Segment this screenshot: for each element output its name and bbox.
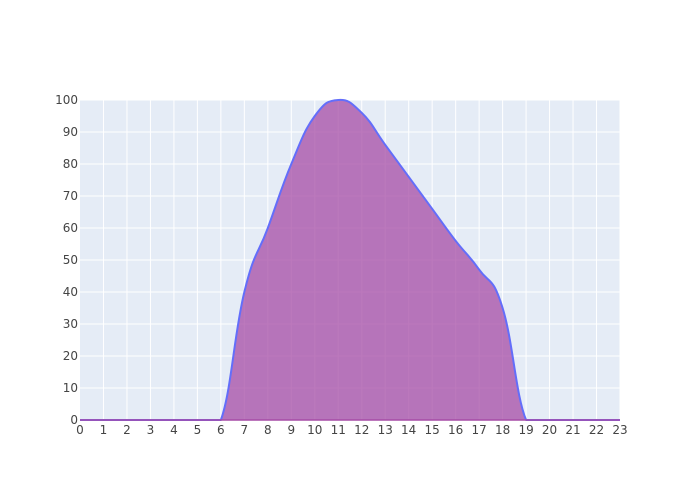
y-tick-label: 60 — [63, 221, 78, 235]
x-tick-label: 3 — [147, 423, 155, 437]
x-tick-label: 9 — [287, 423, 295, 437]
x-tick-label: 21 — [565, 423, 580, 437]
data-layer — [79, 98, 620, 422]
x-tick-label: 4 — [170, 423, 178, 437]
y-tick-label: 10 — [63, 381, 78, 395]
x-tick-label: 17 — [471, 423, 486, 437]
y-axis-ticks: 0 10 20 30 40 50 60 70 80 90 100 — [55, 93, 78, 427]
x-tick-label: 0 — [76, 423, 84, 437]
x-axis-ticks: 0 1 2 3 4 5 6 7 8 9 10 11 12 13 14 15 16 17 18 19 20 21 22 23 — [76, 423, 627, 437]
x-tick-label: 1 — [100, 423, 108, 437]
x-tick-label: 7 — [241, 423, 249, 437]
y-tick-label: 50 — [63, 253, 78, 267]
x-tick-label: 22 — [589, 423, 604, 437]
y-tick-label: 0 — [70, 413, 78, 427]
x-tick-label: 14 — [401, 423, 416, 437]
series-area-fill — [80, 99, 620, 420]
y-tick-label: 30 — [63, 317, 78, 331]
y-tick-label: 70 — [63, 189, 78, 203]
x-tick-label: 2 — [123, 423, 131, 437]
x-tick-label: 20 — [542, 423, 557, 437]
y-tick-label: 80 — [63, 157, 78, 171]
y-tick-label: 40 — [63, 285, 78, 299]
y-tick-label: 100 — [55, 93, 78, 107]
x-tick-label: 19 — [518, 423, 533, 437]
x-tick-label: 8 — [264, 423, 272, 437]
y-tick-label: 90 — [63, 125, 78, 139]
x-tick-label: 18 — [495, 423, 510, 437]
x-tick-label: 23 — [612, 423, 627, 437]
x-tick-label: 13 — [378, 423, 393, 437]
x-tick-label: 11 — [331, 423, 346, 437]
x-tick-label: 15 — [425, 423, 440, 437]
x-tick-label: 12 — [354, 423, 369, 437]
x-tick-label: 10 — [307, 423, 322, 437]
x-tick-label: 16 — [448, 423, 463, 437]
y-tick-label: 20 — [63, 349, 78, 363]
x-tick-label: 6 — [217, 423, 225, 437]
x-tick-label: 5 — [194, 423, 202, 437]
